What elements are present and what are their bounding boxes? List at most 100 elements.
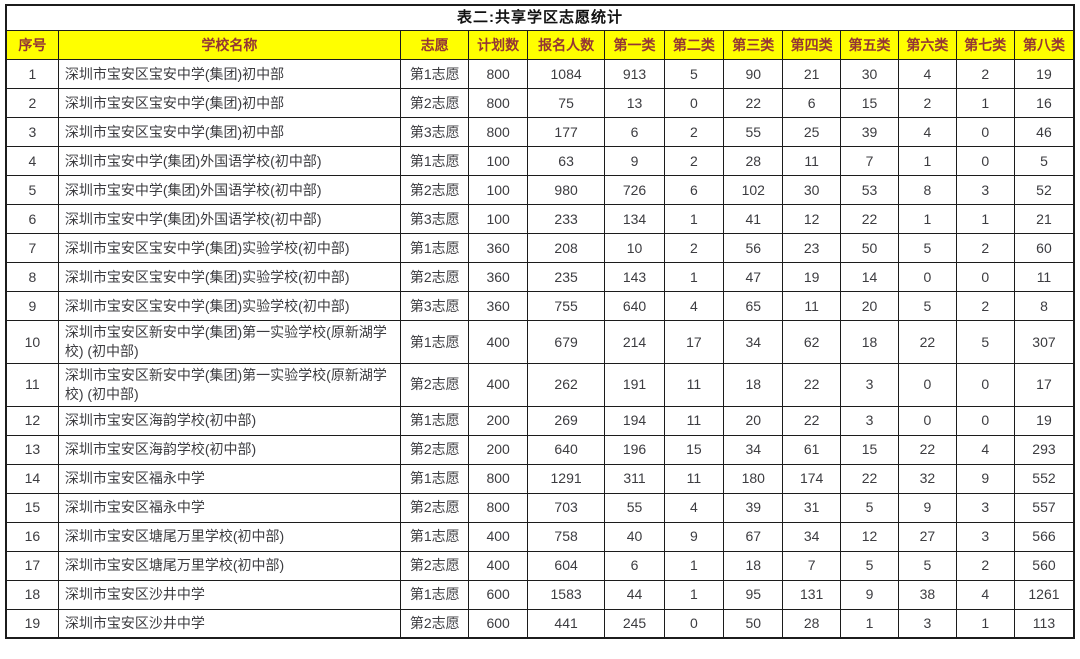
table-cell: 8 <box>898 175 957 206</box>
table-row: 12 深圳市宝安区海韵学校(初中部) 第1志愿 200 269 194 11 20 22 3 0 0 1… <box>5 405 1075 436</box>
column-header-4: 计划数 <box>468 30 528 61</box>
table-cell: 6 <box>663 175 725 206</box>
table-cell: 第2志愿 <box>400 492 470 523</box>
table-cell: 3 <box>955 175 1015 206</box>
table-cell: 18 <box>723 550 784 581</box>
table-cell: 12 <box>5 405 59 436</box>
table-cell: 19 <box>5 608 59 639</box>
table-cell: 703 <box>526 492 606 523</box>
table-cell: 11 <box>5 363 59 407</box>
table-cell: 0 <box>898 262 957 293</box>
table-cell: 2 <box>5 88 59 119</box>
table-cell: 4 <box>663 291 725 322</box>
table-row: 3 深圳市宝安区宝安中学(集团)初中部 第3志愿 800 177 6 2 55 25 39 4 0 46 <box>5 117 1075 148</box>
table-cell: 44 <box>604 579 665 610</box>
table-cell: 2 <box>663 117 725 148</box>
table-cell: 第2志愿 <box>400 363 470 407</box>
table-cell: 113 <box>1013 608 1075 639</box>
table-cell: 196 <box>604 434 665 465</box>
table-cell: 39 <box>723 492 784 523</box>
table-cell: 34 <box>723 434 784 465</box>
table-cell: 21 <box>782 59 841 90</box>
table-cell: 235 <box>526 262 606 293</box>
table-cell: 18 <box>839 320 900 365</box>
table-cell: 47 <box>723 262 784 293</box>
table-cell: 22 <box>723 88 784 119</box>
table-cell: 61 <box>782 434 841 465</box>
table-cell: 269 <box>526 405 606 436</box>
table-cell: 6 <box>604 117 665 148</box>
table-cell: 第1志愿 <box>400 233 470 264</box>
table-cell: 177 <box>526 117 606 148</box>
table-cell: 1 <box>955 204 1015 235</box>
table-cell: 40 <box>604 521 665 552</box>
school-name-cell: 深圳市宝安中学(集团)外国语学校(初中部) <box>57 204 402 235</box>
table-cell: 22 <box>898 434 957 465</box>
table-cell: 800 <box>468 117 528 148</box>
table-cell: 2 <box>955 550 1015 581</box>
table-row: 15 深圳市宝安区福永中学 第2志愿 800 703 55 4 39 31 5 9 3 557 <box>5 492 1075 523</box>
table-row: 9 深圳市宝安区宝安中学(集团)实验学校(初中部) 第3志愿 360 755 640 4 65… <box>5 291 1075 322</box>
school-name-cell: 深圳市宝安区宝安中学(集团)初中部 <box>57 59 402 90</box>
table-cell: 15 <box>839 434 900 465</box>
table-cell: 1291 <box>526 463 606 494</box>
table-cell: 27 <box>898 521 957 552</box>
table-cell: 11 <box>782 146 841 177</box>
table-cell: 55 <box>723 117 784 148</box>
table-cell: 20 <box>723 405 784 436</box>
table-cell: 22 <box>839 204 900 235</box>
table-cell: 16 <box>1013 88 1075 119</box>
table-cell: 第2志愿 <box>400 175 470 206</box>
school-name-cell: 深圳市宝安区福永中学 <box>57 492 402 523</box>
table-cell: 566 <box>1013 521 1075 552</box>
table-cell: 1 <box>898 146 957 177</box>
column-header-5: 报名人数 <box>526 30 606 61</box>
table-row: 16 深圳市宝安区塘尾万里学校(初中部) 第1志愿 400 758 40 9 67 34 12 27… <box>5 521 1075 552</box>
table-row: 4 深圳市宝安中学(集团)外国语学校(初中部) 第1志愿 100 63 9 2 28 11 7 1 0… <box>5 146 1075 177</box>
table-cell: 800 <box>468 492 528 523</box>
table-cell: 100 <box>468 175 528 206</box>
table-cell: 14 <box>839 262 900 293</box>
table-cell: 11 <box>663 405 725 436</box>
table-cell: 180 <box>723 463 784 494</box>
table-cell: 10 <box>5 320 59 365</box>
table-cell: 1583 <box>526 579 606 610</box>
table-cell: 17 <box>5 550 59 581</box>
table-cell: 第2志愿 <box>400 550 470 581</box>
table-cell: 60 <box>1013 233 1075 264</box>
table-cell: 262 <box>526 363 606 407</box>
column-header-10: 第五类 <box>839 30 900 61</box>
school-name-cell: 深圳市宝安区沙井中学 <box>57 579 402 610</box>
table-title: 表二:共享学区志愿统计 <box>5 4 1075 32</box>
table-cell: 600 <box>468 608 528 639</box>
table-cell: 0 <box>955 146 1015 177</box>
table-cell: 679 <box>526 320 606 365</box>
table-cell: 174 <box>782 463 841 494</box>
table-cell: 0 <box>955 405 1015 436</box>
table-cell: 3 <box>955 492 1015 523</box>
table-cell: 0 <box>955 117 1015 148</box>
table-cell: 63 <box>526 146 606 177</box>
table-cell: 30 <box>839 59 900 90</box>
table-cell: 4 <box>955 434 1015 465</box>
table-row: 13 深圳市宝安区海韵学校(初中部) 第2志愿 200 640 196 15 34 61 15 22… <box>5 434 1075 465</box>
table-cell: 13 <box>5 434 59 465</box>
table-cell: 第1志愿 <box>400 320 470 365</box>
table-cell: 第2志愿 <box>400 262 470 293</box>
table-cell: 191 <box>604 363 665 407</box>
table-cell: 第1志愿 <box>400 521 470 552</box>
table-cell: 22 <box>782 405 841 436</box>
table-cell: 3 <box>955 521 1015 552</box>
table-cell: 233 <box>526 204 606 235</box>
table-cell: 7 <box>782 550 841 581</box>
table-cell: 4 <box>955 579 1015 610</box>
table-cell: 552 <box>1013 463 1075 494</box>
table-cell: 557 <box>1013 492 1075 523</box>
table-cell: 14 <box>5 463 59 494</box>
table-cell: 134 <box>604 204 665 235</box>
table-cell: 11 <box>663 363 725 407</box>
table-cell: 5 <box>1013 146 1075 177</box>
table-cell: 5 <box>898 233 957 264</box>
table-cell: 第2志愿 <box>400 434 470 465</box>
